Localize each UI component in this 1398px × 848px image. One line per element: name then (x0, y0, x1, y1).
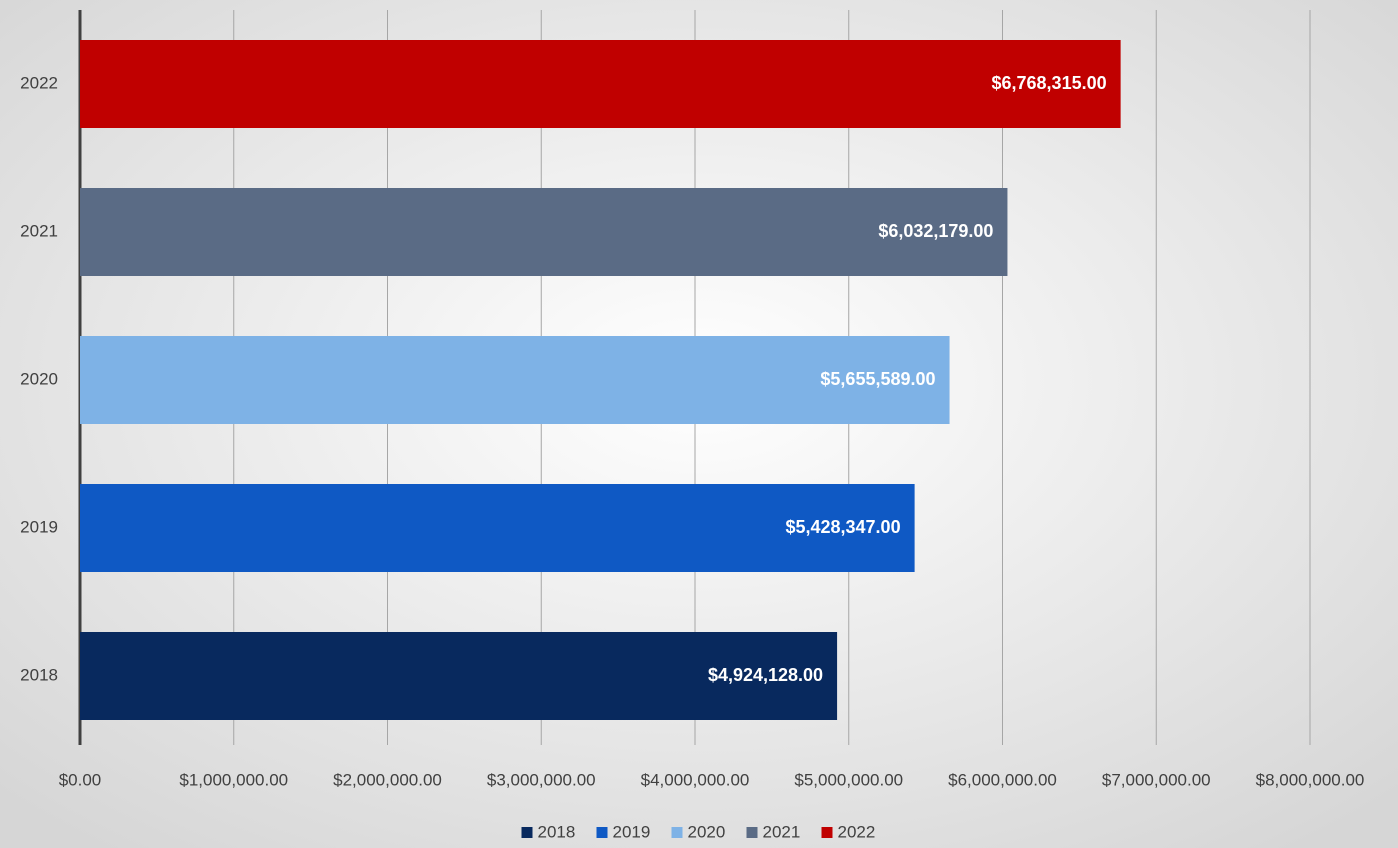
legend-label: 2020 (688, 822, 726, 841)
bar (80, 188, 1008, 276)
legend-swatch (596, 827, 608, 838)
bar (80, 336, 950, 424)
legend-swatch (746, 827, 758, 838)
data-label: $6,768,315.00 (992, 73, 1107, 93)
data-label: $4,924,128.00 (708, 665, 823, 685)
x-tick-label: $8,000,000.00 (1256, 770, 1365, 789)
legend-label: 2019 (613, 822, 651, 841)
x-tick-label: $5,000,000.00 (794, 770, 903, 789)
x-tick-label: $4,000,000.00 (641, 770, 750, 789)
bar (80, 632, 838, 720)
y-tick-label: 2020 (20, 369, 58, 388)
x-tick-label: $7,000,000.00 (1102, 770, 1211, 789)
bar (80, 484, 915, 572)
y-tick-label: 2022 (20, 73, 58, 92)
x-tick-label: $1,000,000.00 (179, 770, 288, 789)
data-label: $5,428,347.00 (785, 517, 900, 537)
legend-label: 2022 (838, 822, 876, 841)
bar (80, 40, 1121, 128)
data-label: $5,655,589.00 (820, 369, 935, 389)
y-tick-label: 2021 (20, 221, 58, 240)
legend-label: 2018 (538, 822, 576, 841)
x-tick-label: $3,000,000.00 (487, 770, 596, 789)
y-tick-label: 2019 (20, 517, 58, 536)
x-tick-label: $2,000,000.00 (333, 770, 442, 789)
x-tick-label: $0.00 (59, 770, 102, 789)
legend-swatch (671, 827, 683, 838)
x-tick-label: $6,000,000.00 (948, 770, 1057, 789)
legend-swatch (821, 827, 833, 838)
data-label: $6,032,179.00 (878, 221, 993, 241)
y-tick-label: 2018 (20, 665, 58, 684)
legend-label: 2021 (763, 822, 801, 841)
legend-swatch (521, 827, 533, 838)
